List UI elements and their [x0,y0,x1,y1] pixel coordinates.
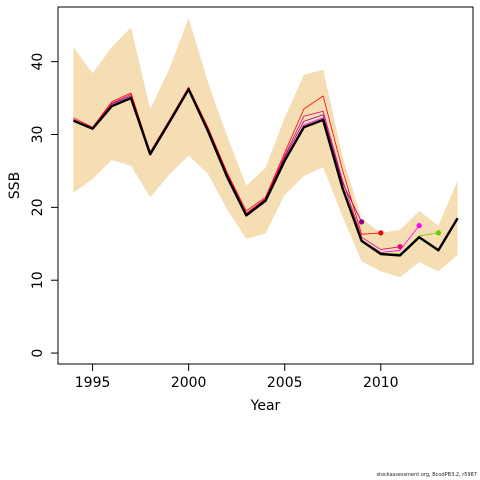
confidence-band [73,17,458,278]
x-axis-title: Year [250,398,281,414]
x-tick-label-1995: 1995 [75,375,111,391]
x-tick-label-2005: 2005 [267,375,303,391]
retro-endpoint-2 [397,244,403,250]
plot-frame [57,6,474,365]
y-tick-label-40: 40 [30,53,46,71]
retro-endpoint-4 [416,223,422,229]
main-estimate-line [72,88,459,257]
credit-text: stockassessment.org, BcodPB3.2, r5987 [376,472,477,478]
retro-endpoint-3 [359,219,365,225]
confidence-band-layer [73,17,458,278]
y-tick-label-10: 10 [30,271,46,289]
retro-line-1 [73,86,381,235]
x-axis: 1995 2000 2005 2010 [75,364,399,391]
y-axis-title: SSB [7,172,23,199]
y-axis: 0 10 20 30 40 [30,53,58,358]
x-tick-label-2010: 2010 [363,375,399,391]
x-tick-label-2000: 2000 [171,375,207,391]
series-layer [72,86,459,257]
y-tick-label-20: 20 [30,198,46,216]
retro-endpoint-1 [378,230,384,236]
retro-endpoint-5 [435,230,441,236]
y-tick-label-0: 0 [30,349,46,358]
y-tick-label-30: 30 [30,126,46,144]
